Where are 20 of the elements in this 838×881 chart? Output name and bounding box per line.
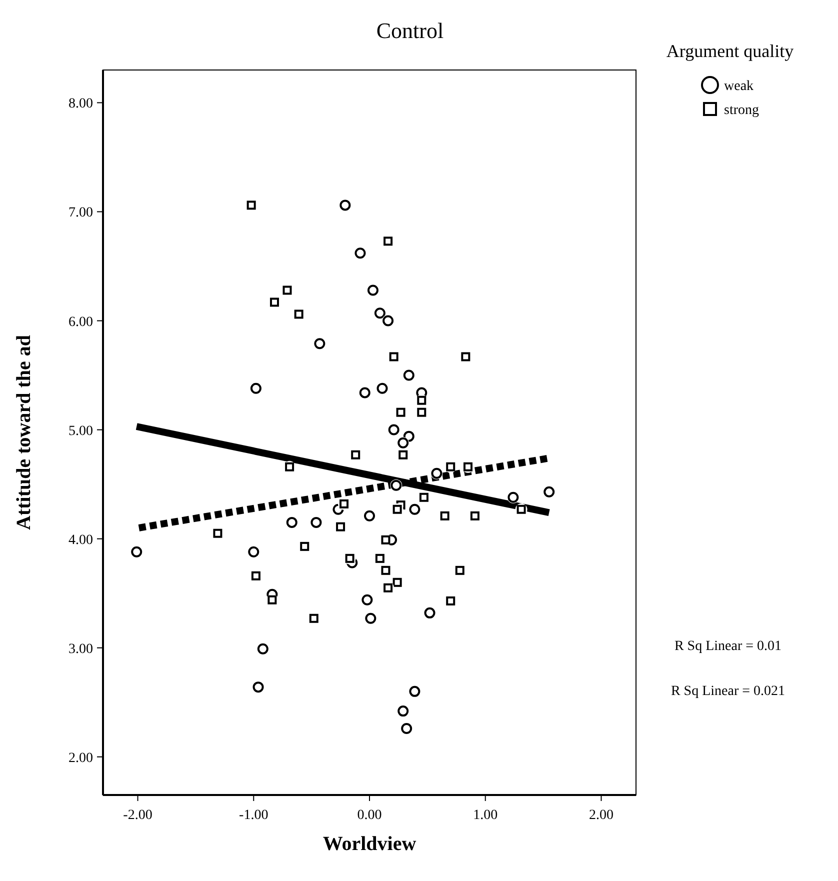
x-tick-label: -1.00 — [239, 808, 268, 823]
y-tick-label: 4.00 — [68, 532, 93, 548]
y-tick-label: 6.00 — [68, 314, 93, 330]
y-tick-label: 2.00 — [68, 750, 93, 766]
y-tick-label: 3.00 — [68, 642, 93, 657]
x-tick-label: 2.00 — [588, 808, 614, 823]
chart-title: Control — [376, 18, 444, 43]
y-tick-label: 5.00 — [68, 424, 93, 439]
y-tick-label: 7.00 — [68, 206, 93, 221]
text: R Sq Linear = 0.01 — [674, 639, 782, 654]
x-tick-label: 0.00 — [357, 808, 382, 823]
y-axis-title: Attitude toward the ad — [13, 335, 35, 530]
legend-title: Argument quality — [666, 41, 794, 61]
x-tick-label: 1.00 — [473, 808, 498, 823]
x-tick-label: -2.00 — [123, 808, 152, 823]
legend-label: strong — [724, 103, 759, 118]
text: R Sq Linear = 0.021 — [670, 684, 786, 699]
y-tick-label: 8.00 — [68, 96, 93, 112]
x-axis-title: Worldview — [322, 833, 417, 855]
legend-label: weak — [724, 79, 754, 94]
